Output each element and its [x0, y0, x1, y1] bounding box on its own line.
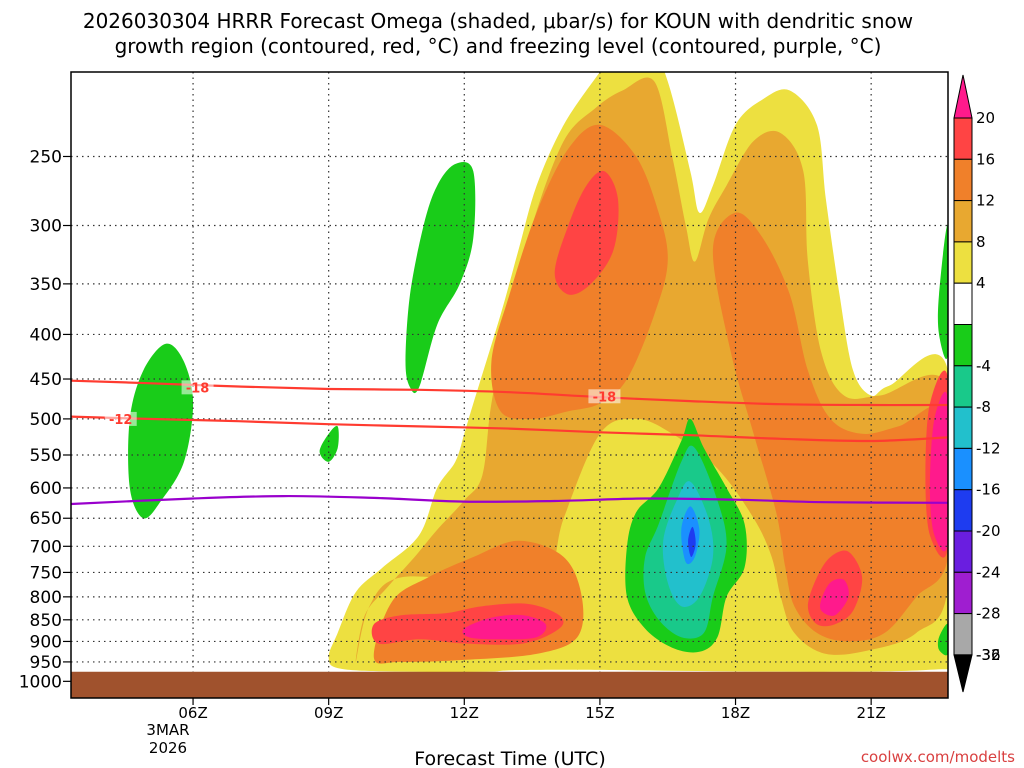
ytick-label-400: 400 [30, 325, 62, 345]
contour-layer: -18 -18 -12 [71, 379, 948, 506]
omega-region-ascent-12-right [712, 212, 948, 642]
x-axis-label: Forecast Time (UTC) [414, 748, 605, 768]
time-axis: 06Z 09Z 12Z 15Z 18Z 21Z [178, 698, 886, 722]
contour-label-dgz-minus18-1: -18 [593, 390, 617, 405]
ytick-label-750: 750 [30, 563, 62, 583]
omega-region-ascent-16-upper [554, 170, 619, 295]
omega-shading-layer [128, 72, 948, 673]
date-label-year: 2026 [149, 739, 187, 757]
colorbar-label-4: 4 [976, 274, 986, 292]
watermark: coolwx.com/modelts [861, 748, 1015, 766]
colorbar-label-0: 20 [976, 109, 995, 127]
colorbar-label-3: 8 [976, 233, 986, 251]
colorbar-label-2: 12 [976, 192, 995, 210]
ytick-label-250: 250 [30, 147, 62, 167]
colorbar-box-3 [953, 200, 973, 243]
omega-region-descent-4-edge-bottom [937, 623, 948, 656]
ytick-label-450: 450 [30, 370, 62, 390]
ytick-label-500: 500 [30, 410, 62, 430]
omega-region-descent-20 [688, 526, 696, 558]
ytick-label-850: 850 [30, 611, 62, 631]
colorbar-label-last: -36 [976, 646, 1001, 664]
contour-freezing-level [71, 494, 948, 506]
omega-region-ascent-20-low [462, 614, 547, 640]
chart-title-line1: 2026030304 HRRR Forecast Omega (shaded, … [83, 9, 913, 33]
colorbar-label-11: -24 [976, 563, 1001, 581]
colorbar-box-2 [953, 158, 973, 202]
omega-region-descent-4-left [128, 343, 194, 519]
xtick-label-15Z: 15Z [585, 704, 614, 722]
omega-region-descent-4-edge-top [937, 224, 948, 360]
colorbar-box-8 [953, 406, 973, 449]
colorbar-box-5 [953, 282, 973, 326]
colorbar-box-6 [953, 324, 973, 367]
ytick-label-650: 650 [30, 509, 62, 529]
colorbar-box-7 [953, 365, 973, 408]
ytick-label-550: 550 [30, 446, 62, 466]
colorbar-label-8: -12 [976, 439, 1001, 457]
contour-label-dgz-minus18-0: -18 [186, 381, 210, 396]
contour-label-bg [588, 389, 621, 404]
contour-dgz-minus18 [71, 379, 948, 407]
plot-frame [70, 71, 949, 699]
contour-label-bg [181, 380, 214, 395]
pressure-axis: 2503003504004505005506006507007508008509… [19, 147, 71, 692]
chart-title-line2: growth region (contoured, red, °C) and f… [115, 34, 882, 58]
ytick-label-350: 350 [30, 275, 62, 295]
xtick-label-21Z: 21Z [856, 704, 885, 722]
omega-region-ascent-20-edge [929, 391, 948, 552]
contour-label-dgz-minus12-0: -12 [109, 413, 133, 428]
date-label-day: 3MAR [146, 721, 189, 739]
contour-dgz-minus12 [71, 415, 948, 443]
contour-label-bg [104, 411, 137, 426]
colorbar-box-13 [953, 613, 973, 656]
ytick-label-300: 300 [30, 217, 62, 237]
ytick-label-950: 950 [30, 653, 62, 673]
ytick-label-1000: 1000 [19, 672, 62, 692]
colorbar-label-13: -32 [976, 646, 1001, 664]
xtick-label-12Z: 12Z [450, 704, 479, 722]
colorbar: 20 16 12 8 4 -4 -8 -12 -16 -20 -24 -28 -32-36 [953, 74, 1001, 693]
colorbar-box-10 [953, 489, 973, 532]
colorbar-bottom-arrow [953, 654, 973, 693]
omega-region-descent-4-upper [405, 161, 476, 394]
colorbar-label-10: -20 [976, 522, 1001, 540]
ytick-label-900: 900 [30, 632, 62, 652]
colorbar-label-6: -4 [976, 357, 991, 375]
colorbar-box-1 [953, 117, 973, 160]
colorbar-label-7: -8 [976, 398, 991, 416]
xtick-label-18Z: 18Z [721, 704, 750, 722]
omega-region-descent-4-small [319, 425, 339, 462]
colorbar-box-9 [953, 447, 973, 491]
xtick-label-06Z: 06Z [178, 704, 207, 722]
colorbar-box-12 [953, 571, 973, 615]
ytick-label-600: 600 [30, 479, 62, 499]
colorbar-box-4 [953, 241, 973, 284]
colorbar-label-9: -16 [976, 481, 1001, 499]
colorbar-box-11 [953, 530, 973, 573]
terrain-block [71, 671, 948, 698]
xtick-label-09Z: 09Z [314, 704, 343, 722]
colorbar-label-12: -28 [976, 605, 1001, 623]
ytick-label-800: 800 [30, 588, 62, 608]
colorbar-label-1: 16 [976, 150, 995, 168]
ytick-label-700: 700 [30, 537, 62, 557]
omega-region-ascent-20-right [820, 578, 849, 616]
colorbar-top-arrow [953, 74, 973, 119]
